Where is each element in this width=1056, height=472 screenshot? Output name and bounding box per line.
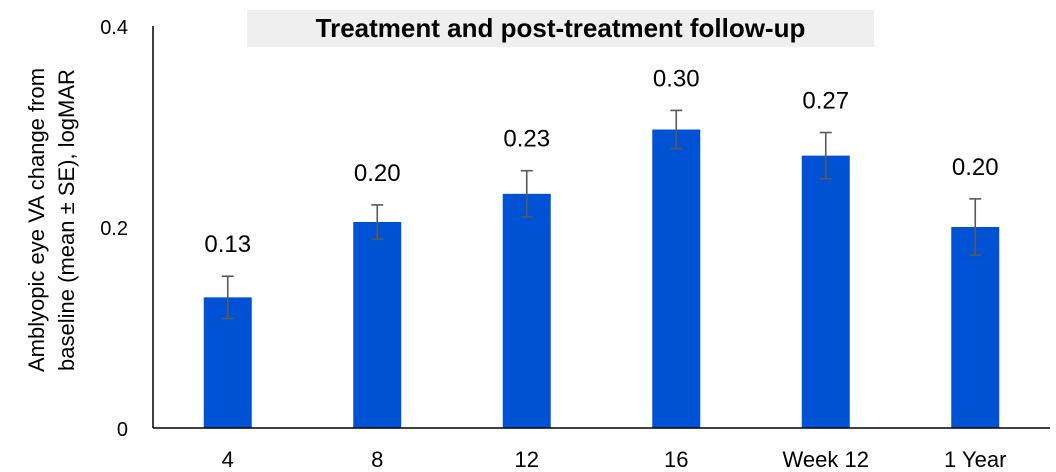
error-bar-3 <box>670 109 683 150</box>
error-bar-5 <box>969 198 982 256</box>
bar-3 <box>652 129 701 428</box>
bars-group <box>203 129 1000 428</box>
x-tick-label-0: 4 <box>222 447 234 472</box>
error-bar-4 <box>819 131 832 180</box>
chart-title-box: Treatment and post-treatment follow-up <box>247 10 874 47</box>
error-bar-2 <box>520 169 533 218</box>
error-bar-1 <box>371 204 384 240</box>
x-tick-labels-group: 4 8 12 16 Week 12 1 Year <box>222 447 1007 472</box>
chart-title: Treatment and post-treatment follow-up <box>315 13 806 43</box>
y-tick-label-2: 0.4 <box>100 17 128 39</box>
error-bar-0 <box>221 275 234 320</box>
data-label-4: 0.27 <box>802 88 849 115</box>
y-axis-label-line-2: baseline (mean ± SE), logMAR <box>54 69 79 371</box>
data-label-0: 0.13 <box>204 231 251 258</box>
y-tick-label-1: 0.2 <box>100 218 128 240</box>
x-tick-label-4: Week 12 <box>783 447 869 472</box>
bar-5 <box>951 227 1000 428</box>
data-label-5: 0.20 <box>952 154 999 181</box>
data-label-2: 0.23 <box>503 126 550 153</box>
bar-4 <box>801 155 850 428</box>
x-tick-label-1: 8 <box>371 447 383 472</box>
x-tick-label-3: 16 <box>664 447 688 472</box>
y-axis-label-line-1: Amblyopic eye VA change from <box>24 67 49 373</box>
bar-1 <box>353 221 402 428</box>
error-bars-group <box>221 109 982 320</box>
data-label-3: 0.30 <box>653 65 700 92</box>
data-labels-group: 0.13 0.20 0.23 0.30 0.27 0.20 <box>204 65 998 258</box>
y-tick-labels-group: 0 0.2 0.4 <box>100 17 128 441</box>
bar-2 <box>502 193 551 428</box>
x-tick-label-5: 1 Year <box>944 447 1006 472</box>
x-tick-label-2: 12 <box>515 447 539 472</box>
y-tick-label-0: 0 <box>117 419 128 441</box>
data-label-1: 0.20 <box>354 160 401 187</box>
